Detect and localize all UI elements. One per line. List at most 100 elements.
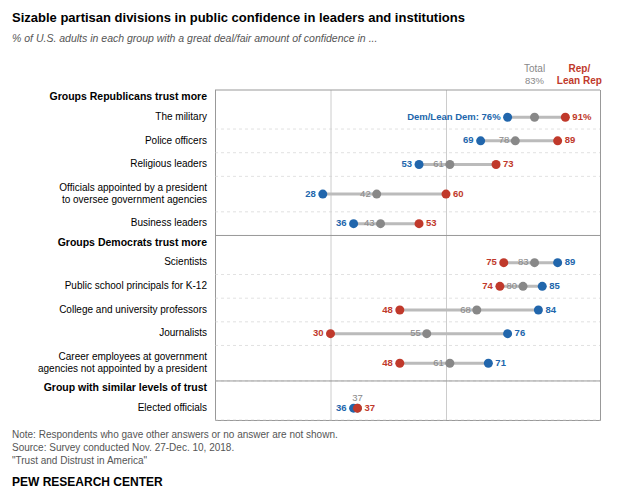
dot <box>395 306 404 315</box>
x-axis <box>216 90 601 421</box>
row-separator <box>215 274 600 275</box>
section-separator <box>215 90 600 91</box>
dot <box>353 404 362 413</box>
data-label: 68 <box>460 304 471 315</box>
dot <box>499 258 508 267</box>
data-label: 30 <box>313 327 324 338</box>
data-label: 74 <box>482 280 493 291</box>
data-label: 71 <box>495 357 506 368</box>
footnote: "Trust and Distrust in America" <box>12 455 148 466</box>
section-separator <box>215 235 600 236</box>
data-label: 53 <box>426 217 437 228</box>
data-label: 80 <box>506 280 517 291</box>
row-separator <box>215 380 600 381</box>
dot <box>553 258 562 267</box>
dot <box>376 219 385 228</box>
data-label: 91% <box>572 111 592 122</box>
data-label: 89 <box>565 134 576 145</box>
data-label: 69 <box>463 134 474 145</box>
category-label: Career employees at governmentagencies n… <box>38 351 207 374</box>
dot <box>519 282 528 291</box>
dot <box>326 329 335 338</box>
dot <box>538 282 547 291</box>
section-header: Group with similar levels of trust <box>44 381 208 393</box>
dot <box>511 136 520 145</box>
data-label: 60 <box>453 188 464 199</box>
dot <box>476 136 485 145</box>
dot <box>530 258 539 267</box>
credit: PEW RESEARCH CENTER <box>12 475 163 489</box>
dot <box>553 136 562 145</box>
category-label: Religious leaders <box>130 158 207 169</box>
dot <box>353 404 362 413</box>
tick <box>446 90 447 420</box>
data-label: 48 <box>382 304 393 315</box>
dot <box>472 306 481 315</box>
data-label: 76 <box>515 327 526 338</box>
range-line <box>400 362 489 365</box>
dot <box>422 329 431 338</box>
row-separator <box>215 152 600 153</box>
row-separator <box>215 235 600 236</box>
dot <box>445 359 454 368</box>
data-label: Dem/Lean Dem: 76% <box>407 111 501 122</box>
row-separator <box>215 211 600 212</box>
dot <box>503 113 512 122</box>
category-label: The military <box>155 111 207 122</box>
data-label: 28 <box>305 188 316 199</box>
row-separator <box>215 298 600 299</box>
range-line <box>419 163 496 166</box>
category-label: Journalists <box>159 327 207 338</box>
row-labels: Groups Republicans trust more The militar… <box>38 90 208 412</box>
data-label: 43 <box>364 217 375 228</box>
range-line <box>323 193 446 196</box>
tick <box>331 90 332 420</box>
grid-line <box>446 90 447 420</box>
data-label: 73 <box>503 158 514 169</box>
row-separator <box>215 345 600 346</box>
dot <box>372 190 381 199</box>
section-separator <box>215 380 600 381</box>
section-header: Groups Republicans trust more <box>49 90 207 102</box>
category-label: Business leaders <box>131 217 207 228</box>
footnote: Source: Survey conducted Nov. 27-Dec. 10… <box>12 442 234 453</box>
data-labels: Dem/Lean Dem: 76%83%91%69788953617328426… <box>305 75 592 413</box>
dot <box>534 306 543 315</box>
data-label: 61 <box>433 357 444 368</box>
data-label: 37 <box>352 392 363 403</box>
chart: Sizable partisan divisions in public con… <box>0 0 640 494</box>
dot <box>318 190 327 199</box>
category-label: Scientists <box>164 256 207 267</box>
series-name: Rep/Lean Rep <box>557 63 602 86</box>
row-separator <box>215 176 600 177</box>
data-label: 55 <box>410 327 421 338</box>
data-label: 83% <box>525 75 545 86</box>
marks <box>318 113 570 413</box>
footnote: Note: Respondents who gave other answers… <box>12 429 338 440</box>
dot <box>561 113 570 122</box>
axis-line <box>216 90 601 421</box>
series-name: Total <box>524 63 545 74</box>
column-headers: Total Rep/Lean Rep <box>524 63 602 86</box>
subtitle: % of U.S. adults in each group with a gr… <box>12 32 377 44</box>
footer: Note: Respondents who gave other answers… <box>12 429 338 489</box>
dot <box>484 359 493 368</box>
row-separator <box>215 129 600 130</box>
dot <box>492 160 501 169</box>
dot <box>445 160 454 169</box>
grid-line <box>331 90 332 420</box>
separators <box>215 90 600 420</box>
dot <box>349 219 358 228</box>
data-label: 78 <box>499 134 510 145</box>
category-label: Public school principals for K-12 <box>65 280 208 291</box>
data-label: 75 <box>486 256 497 267</box>
data-label: 89 <box>565 256 576 267</box>
title: Sizable partisan divisions in public con… <box>12 10 465 25</box>
category-label: Police officers <box>145 135 207 146</box>
dot <box>442 190 451 199</box>
data-label: 36 <box>336 217 347 228</box>
section-header: Groups Democrats trust more <box>58 236 208 248</box>
category-label: Officials appointed by a presidentto ove… <box>59 182 207 205</box>
dot <box>495 282 504 291</box>
dot <box>415 219 424 228</box>
